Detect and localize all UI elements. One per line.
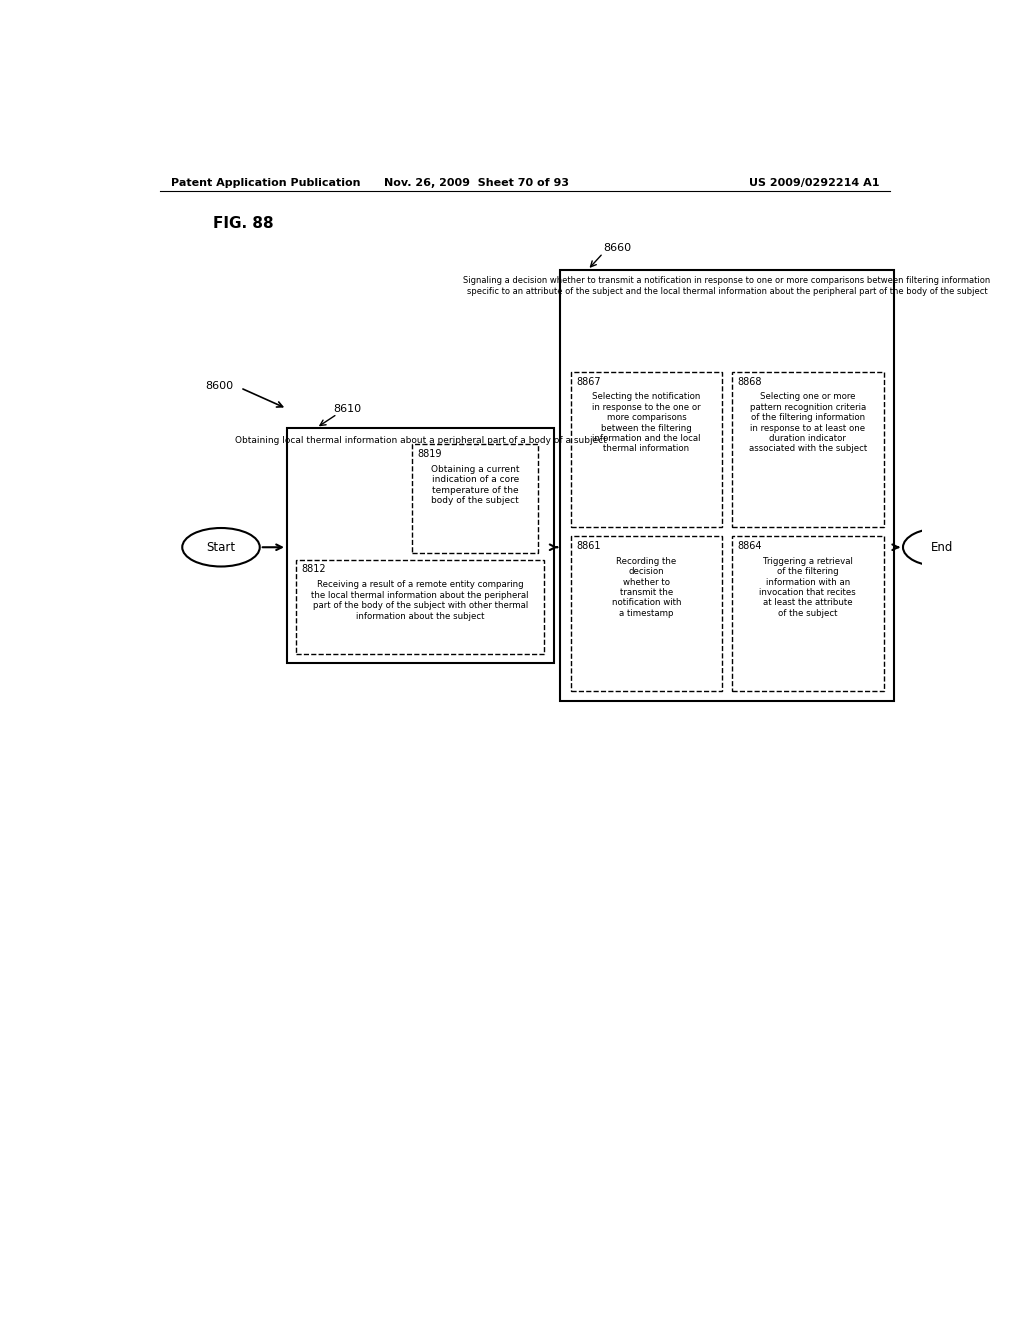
Text: 8861: 8861	[575, 541, 600, 552]
Text: End: End	[931, 541, 953, 554]
Text: Selecting one or more
pattern recognition criteria
of the filtering information
: Selecting one or more pattern recognitio…	[749, 392, 866, 454]
Text: Receiving a result of a remote entity comparing
the local thermal information ab: Receiving a result of a remote entity co…	[311, 581, 529, 620]
Bar	[732, 536, 884, 692]
Bar	[570, 536, 722, 692]
Text: Obtaining local thermal information about a peripheral part of a body of a subje: Obtaining local thermal information abou…	[234, 436, 606, 445]
Ellipse shape	[182, 528, 260, 566]
Text: Start: Start	[207, 541, 236, 554]
Text: 8819: 8819	[418, 449, 442, 458]
Text: 8812: 8812	[302, 564, 327, 574]
Text: Obtaining a current
indication of a core
temperature of the
body of the subject: Obtaining a current indication of a core…	[431, 465, 519, 506]
Text: Selecting the notification
in response to the one or
more comparisons
between th: Selecting the notification in response t…	[592, 392, 700, 454]
Text: 8660: 8660	[603, 243, 631, 253]
Bar	[560, 271, 894, 701]
Text: 8868: 8868	[737, 378, 762, 387]
Bar	[287, 428, 554, 663]
Bar	[296, 560, 544, 653]
Ellipse shape	[903, 528, 981, 566]
Text: FIG. 88: FIG. 88	[213, 216, 273, 231]
Text: US 2009/0292214 A1: US 2009/0292214 A1	[750, 178, 880, 187]
Text: Patent Application Publication: Patent Application Publication	[171, 178, 360, 187]
Text: 8610: 8610	[334, 404, 361, 414]
Text: 8864: 8864	[737, 541, 762, 552]
Text: Triggering a retrieval
of the filtering
information with an
invocation that reci: Triggering a retrieval of the filtering …	[760, 557, 856, 618]
Text: Signaling a decision whether to transmit a notification in response to one or mo: Signaling a decision whether to transmit…	[464, 276, 990, 296]
Text: 8867: 8867	[575, 378, 600, 387]
Bar	[413, 444, 538, 553]
Bar	[732, 372, 884, 527]
Text: 8600: 8600	[206, 380, 233, 391]
Bar	[570, 372, 722, 527]
Text: Nov. 26, 2009  Sheet 70 of 93: Nov. 26, 2009 Sheet 70 of 93	[384, 178, 569, 187]
Text: Recording the
decision
whether to
transmit the
notification with
a timestamp: Recording the decision whether to transm…	[611, 557, 681, 618]
